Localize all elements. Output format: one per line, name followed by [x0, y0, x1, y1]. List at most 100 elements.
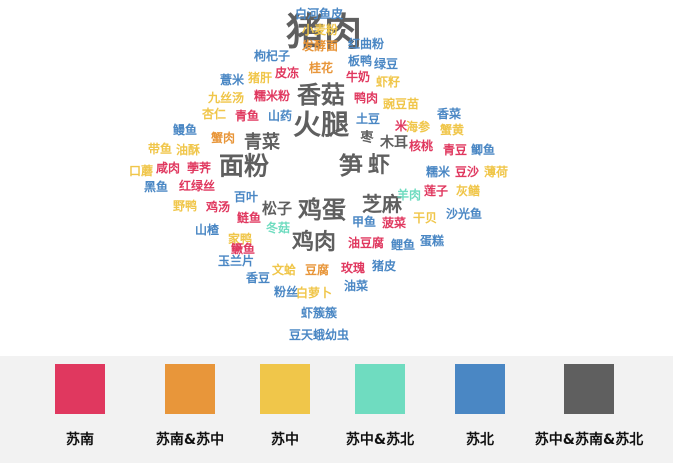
cloud-word: 鲫鱼 [470, 143, 496, 157]
legend-item: 苏南 [10, 356, 150, 463]
legend-item: 苏北 [410, 356, 550, 463]
legend-swatch [55, 364, 105, 414]
cloud-word: 豆腐 [304, 263, 330, 277]
cloud-word: 青鱼 [234, 109, 260, 123]
cloud-word: 黑鱼 [143, 180, 169, 194]
cloud-word: 山楂 [194, 223, 220, 237]
cloud-word: 莲子 [423, 184, 449, 198]
word-cloud: 猪肉 火腿 面粉 鸡蛋 鸡肉 香菇笋虾芝麻 青菜 松子 木耳枣 白河鱼皮 小麦粉 发酵面 枸杞子 红曲粉板… [128, 7, 509, 342]
cloud-word: 白河鱼皮 [294, 7, 344, 21]
cloud-word: 香菜 [436, 107, 462, 121]
cloud-word: 红曲粉 [347, 37, 385, 51]
cloud-word: 菠菜 [381, 216, 407, 230]
cloud-word: 油酥 [175, 143, 201, 157]
cloud-word: 鸭肉 [353, 91, 379, 105]
legend-swatch [165, 364, 215, 414]
cloud-word: 板鸭 [347, 54, 373, 68]
cloud-word: 油菜 [343, 279, 369, 293]
cloud-word: 干贝 [412, 211, 438, 225]
cloud-word: 面粉 [218, 151, 270, 181]
legend-swatch [355, 364, 405, 414]
cloud-word: 沙光鱼 [445, 207, 483, 221]
legend-swatch [260, 364, 310, 414]
cloud-word: 火腿 [292, 108, 350, 141]
legend-label: 苏南 [66, 432, 94, 448]
cloud-word: 绿豆 [373, 57, 399, 71]
cloud-word: 百叶 [233, 190, 259, 204]
legend: 苏南 苏南&苏中 苏中 苏中&苏北 苏北 苏中&苏南&苏北 [0, 356, 673, 463]
legend-label: 苏中&苏南&苏北 [534, 432, 644, 448]
cloud-word: 海参 [405, 120, 431, 134]
cloud-word: 蟹肉 [210, 131, 236, 145]
cloud-word: 猪肝 [247, 71, 273, 85]
cloud-word: 红绿丝 [178, 179, 216, 193]
cloud-word: 玉兰片 [217, 254, 255, 268]
legend-swatch [455, 364, 505, 414]
cloud-word: 豌豆苗 [382, 97, 420, 111]
cloud-word: 芝麻 [362, 192, 402, 216]
legend-item: 苏中 [215, 356, 355, 463]
cloud-word: 糯米 [425, 165, 451, 179]
cloud-word: 土豆 [355, 112, 381, 126]
cloud-word: 豆沙 [454, 165, 480, 179]
cloud-word: 口蘑 [128, 164, 154, 178]
cloud-word: 笋 [339, 152, 363, 180]
cloud-word: 蛋糕 [419, 234, 445, 248]
legend-label: 苏中&苏北 [345, 432, 415, 448]
cloud-word: 家鸭 [227, 232, 253, 246]
legend-item: 苏南&苏中 [120, 356, 260, 463]
cloud-word: 玫瑰 [340, 261, 366, 275]
cloud-word: 桂花 [308, 61, 334, 75]
cloud-word: 鸡肉 [291, 230, 337, 255]
cloud-word: 虾 [367, 153, 391, 178]
legend-label: 苏南&苏中 [155, 432, 225, 448]
cloud-word: 皮冻 [274, 66, 300, 80]
cloud-word: 灰鳝 [455, 184, 481, 198]
cloud-word: 冬菇 [265, 221, 291, 235]
cloud-word: 米 [394, 119, 408, 133]
cloud-word: 鳗鱼 [172, 123, 198, 137]
legend-swatch [564, 364, 614, 414]
cloud-word: 野鸭 [172, 199, 198, 213]
legend-label: 苏北 [466, 432, 494, 448]
cloud-word: 九丝汤 [207, 91, 245, 105]
cloud-word: 山药 [267, 109, 293, 123]
cloud-word: 猪肉 [285, 10, 363, 54]
cloud-word: 糯米粉 [253, 89, 291, 103]
cloud-word: 甲鱼 [351, 215, 377, 229]
cloud-word: 虾籽 [375, 75, 401, 89]
cloud-word: 松子 [261, 199, 293, 218]
cloud-word: 虾簇簇 [300, 306, 338, 320]
cloud-word: 荸荠 [186, 161, 212, 175]
cloud-word: 木耳 [380, 135, 408, 151]
cloud-word: 枣 [360, 130, 374, 146]
cloud-word: 粉丝 [273, 285, 299, 299]
cloud-word: 带鱼 [147, 142, 173, 156]
cloud-word: 青菜 [244, 132, 280, 153]
cloud-word: 文蛤 [271, 263, 297, 277]
cloud-word: 猪皮 [371, 259, 397, 273]
cloud-word: 鳜鱼 [230, 242, 256, 256]
cloud-word: 小麦粉 [301, 23, 339, 37]
cloud-word: 薏米 [219, 73, 245, 87]
cloud-word: 咸肉 [155, 161, 181, 175]
cloud-word: 鲢鱼 [236, 211, 262, 225]
cloud-word: 杏仁 [201, 107, 227, 121]
cloud-word: 枸杞子 [253, 49, 291, 63]
cloud-word: 鲤鱼 [390, 238, 416, 252]
cloud-word: 香豆 [245, 271, 271, 285]
cloud-word: 羊肉 [396, 188, 422, 202]
cloud-word: 薄荷 [483, 165, 509, 179]
cloud-word: 牛奶 [345, 70, 371, 84]
legend-item: 苏中&苏北 [310, 356, 450, 463]
cloud-word: 鸡汤 [205, 200, 231, 214]
cloud-word: 豆天蛾幼虫 [288, 328, 350, 342]
cloud-word: 香菇 [297, 81, 345, 109]
legend-item: 苏中&苏南&苏北 [519, 356, 659, 463]
cloud-word: 白萝卜 [295, 286, 333, 300]
cloud-word: 蟹黄 [439, 123, 465, 137]
legend-label: 苏中 [271, 432, 299, 448]
cloud-word: 发酵面 [301, 39, 339, 53]
cloud-word: 核桃 [408, 139, 434, 153]
cloud-word: 油豆腐 [347, 236, 385, 250]
